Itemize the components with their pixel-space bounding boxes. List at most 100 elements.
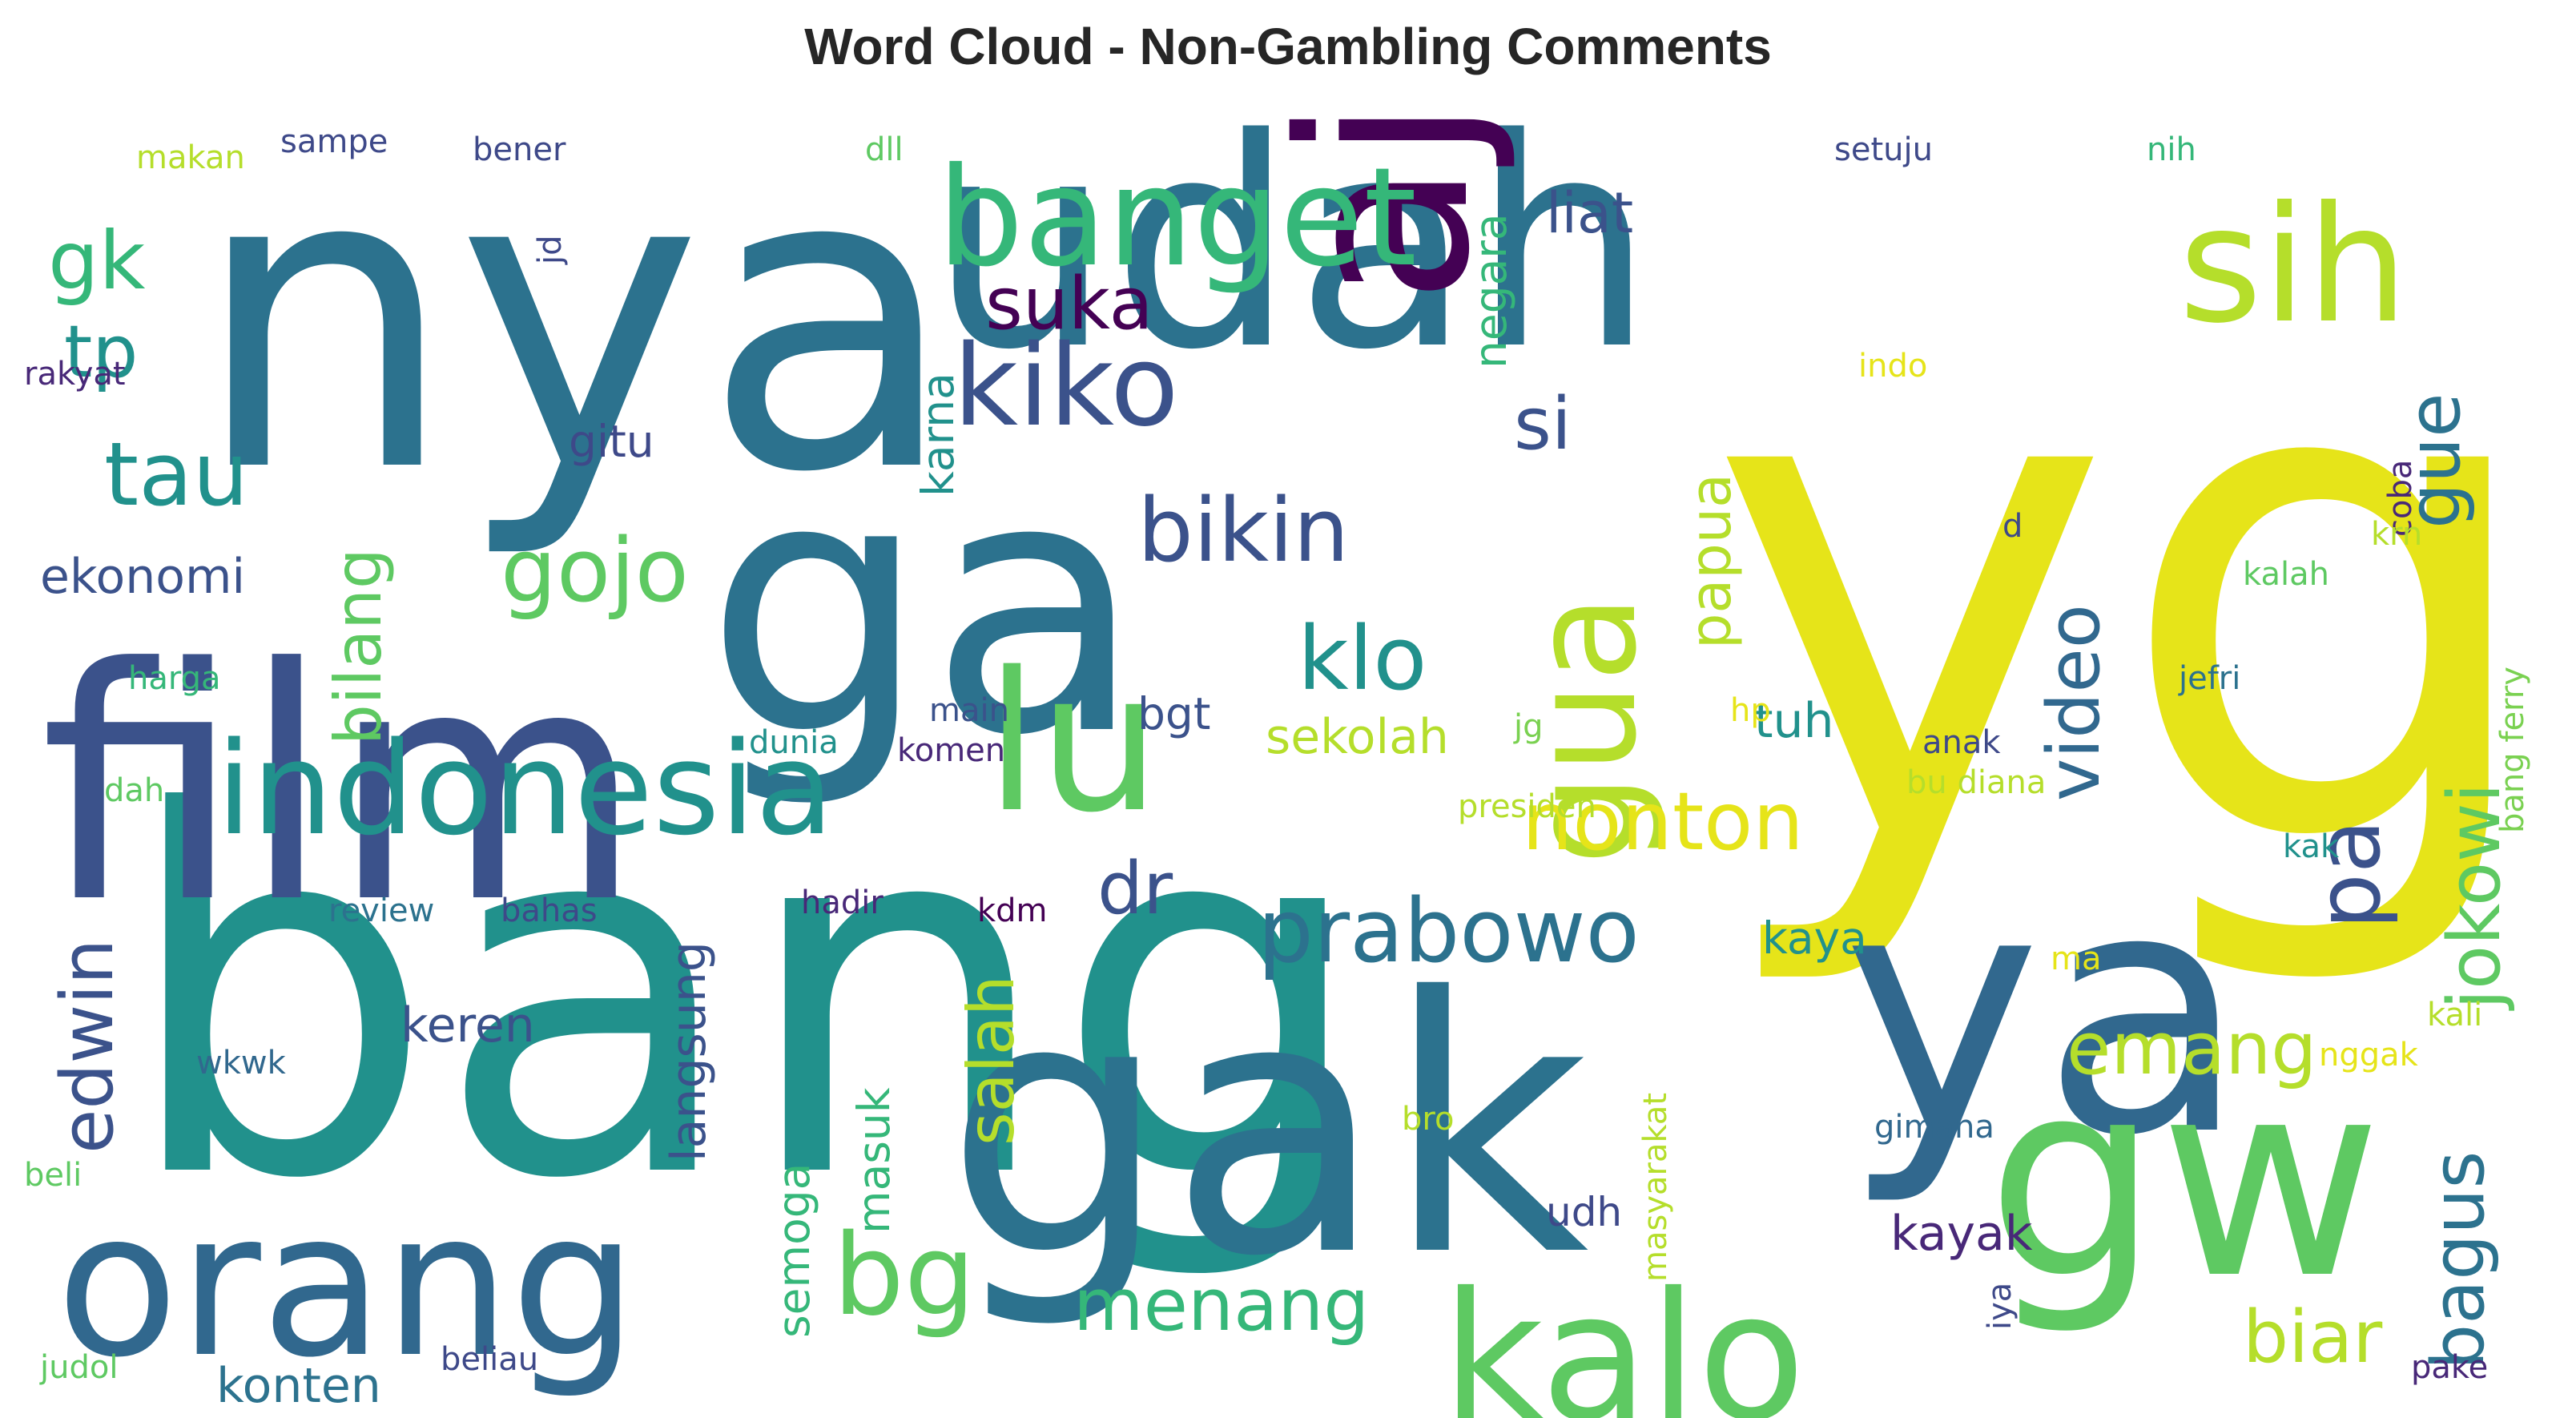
- word-dll: dll: [865, 131, 904, 168]
- word-si: si: [1514, 382, 1572, 466]
- word-negara: negara: [1465, 213, 1516, 369]
- word-krn: krn: [2371, 516, 2422, 553]
- word-kdm: kdm: [977, 892, 1048, 929]
- word-bagus: bagus: [2417, 1151, 2501, 1370]
- word-klo: klo: [1298, 607, 1427, 710]
- word-gitu: gitu: [569, 416, 654, 467]
- word-hp: hp: [1730, 692, 1771, 729]
- word-dunia: dunia: [749, 724, 839, 761]
- word-keren: keren: [400, 997, 535, 1053]
- word-emang: emang: [2067, 1007, 2316, 1091]
- word-papua: papua: [1678, 473, 1744, 649]
- word-prabowo: prabowo: [1258, 880, 1640, 982]
- word-video: video: [2032, 604, 2116, 801]
- word-kaya: kaya: [1762, 912, 1867, 964]
- word-ma: ma: [2051, 941, 2101, 977]
- word-banget: banget: [937, 139, 1417, 297]
- word-sih: sih: [2179, 172, 2409, 359]
- word-bgt: bgt: [1137, 688, 1210, 739]
- word-aja: aja: [1251, 112, 1521, 304]
- word-indonesia: indonesia: [216, 714, 834, 864]
- word-anak: anak: [1922, 724, 2001, 761]
- chart-title: Word Cloud - Non-Gambling Comments: [804, 18, 1772, 75]
- word-beliau: beliau: [441, 1341, 538, 1378]
- word-semoga: semoga: [768, 1163, 819, 1338]
- word-konten: konten: [216, 1358, 381, 1414]
- word-d: d: [2002, 508, 2023, 545]
- word-jg: jg: [1513, 708, 1544, 745]
- word-jokowi: jokowi: [2433, 783, 2517, 1011]
- word-ga: ga: [705, 402, 1145, 812]
- word-bang-ferry: bang ferry: [2494, 667, 2531, 833]
- word-edwin: edwin: [46, 939, 130, 1154]
- word-rakyat: rakyat: [24, 356, 126, 393]
- word-gue: gue: [2393, 393, 2477, 529]
- word-sampe: sampe: [280, 123, 388, 160]
- word-kalo: kalo: [1442, 1255, 1805, 1418]
- word-komen: komen: [897, 732, 1005, 769]
- word-lu: lu: [985, 630, 1161, 855]
- word-gak: gak: [945, 923, 1589, 1333]
- word-kali: kali: [2427, 997, 2482, 1033]
- word-salah: salah: [954, 975, 1028, 1146]
- word-film: film: [40, 601, 643, 973]
- word-bg: bg: [833, 1211, 976, 1341]
- word-pake: pake: [2411, 1349, 2488, 1386]
- word-karna: karna: [912, 373, 964, 497]
- word-masuk: masuk: [848, 1087, 900, 1234]
- word-gua: gua: [1501, 594, 1668, 865]
- word-jefri: jefri: [2178, 660, 2240, 697]
- word-bikin: bikin: [1137, 479, 1349, 582]
- word-liat: liat: [1546, 180, 1633, 246]
- word-makan: makan: [136, 139, 245, 176]
- word-hadir: hadir: [801, 884, 883, 921]
- word-nya: nya: [192, 112, 958, 563]
- word-bahas: bahas: [501, 892, 598, 929]
- word-menang: menang: [1073, 1263, 1369, 1348]
- word-dr: dr: [1097, 847, 1173, 931]
- word-udh: udh: [1546, 1189, 1622, 1235]
- word-setuju: setuju: [1834, 131, 1933, 168]
- word-bang: bang: [120, 710, 1370, 1287]
- word-sekolah: sekolah: [1266, 709, 1449, 765]
- word-ekonomi: ekonomi: [40, 549, 245, 605]
- word-ya: ya: [1842, 818, 2248, 1210]
- word-masyarakat: masyarakat: [1637, 1093, 1674, 1282]
- word-harga: harga: [128, 660, 221, 697]
- word-tuh: tuh: [1754, 693, 1834, 749]
- word-indo: indo: [1858, 348, 1927, 385]
- word-gojo: gojo: [501, 519, 689, 622]
- word-coba: coba: [2382, 460, 2419, 537]
- word-judol: judol: [39, 1349, 118, 1386]
- word-nih: nih: [2147, 131, 2196, 168]
- word-presiden: presiden: [1458, 788, 1596, 825]
- word-yg: yg: [1706, 194, 2551, 996]
- word-bilang: bilang: [321, 548, 396, 745]
- word-pa: pa: [2297, 820, 2400, 929]
- word-suka: suka: [985, 262, 1153, 346]
- word-kalah: kalah: [2243, 556, 2329, 593]
- word-orang: orang: [56, 1168, 638, 1401]
- word-kak: kak: [2283, 828, 2340, 865]
- word-wkwk: wkwk: [196, 1045, 287, 1082]
- word-review: review: [328, 892, 434, 929]
- word-dah: dah: [104, 772, 164, 809]
- word-bener: bener: [473, 131, 566, 168]
- word-gk: gk: [48, 214, 145, 308]
- word-gw: gw: [1986, 1021, 2382, 1339]
- word-nonton: nonton: [1522, 775, 1804, 868]
- word-jd: jd: [532, 235, 569, 265]
- word-tau: tau: [104, 423, 248, 526]
- word-main: main: [929, 692, 1009, 729]
- word-udah: udah: [929, 112, 1654, 413]
- word-nggak: nggak: [2319, 1037, 2419, 1074]
- word-kiko: kiko: [953, 321, 1179, 452]
- word-langsung: langsung: [661, 941, 717, 1162]
- word-tp: tp: [64, 310, 138, 394]
- word-bu-diana: bu diana: [1906, 764, 2046, 801]
- word-bro: bro: [1402, 1101, 1454, 1138]
- word-kayak: kayak: [1890, 1206, 2033, 1262]
- word-iya: iya: [1982, 1283, 2019, 1330]
- word-biar: biar: [2243, 1295, 2382, 1380]
